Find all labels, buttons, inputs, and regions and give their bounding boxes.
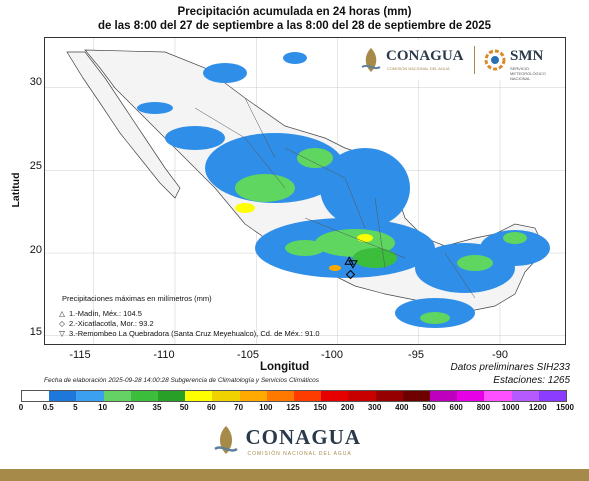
color-scale-label: 5 xyxy=(73,403,78,412)
conagua-logo-icon xyxy=(361,48,381,72)
logos-header: CONAGUA COMISIÓN NACIONAL DEL AGUA SMN S… xyxy=(354,40,559,81)
color-scale-label: 300 xyxy=(367,403,382,412)
conagua-emblem-icon xyxy=(213,426,238,454)
color-scale-label: 0.5 xyxy=(42,403,54,412)
conagua-sub-small: COMISIÓN NACIONAL DEL AGUA xyxy=(387,66,450,71)
color-scale-swatch xyxy=(348,391,376,401)
color-scale-label: 0 xyxy=(18,403,24,412)
legend-item-text: 2.-Xicatlacotla, Mor.: 93.2 xyxy=(69,319,154,328)
color-scale-swatch xyxy=(375,391,403,401)
legend-item: ◇ 2.-Xicatlacotla, Mor.: 93.2 xyxy=(58,319,320,329)
precip-areas xyxy=(137,52,550,328)
color-scale-swatch xyxy=(402,391,431,401)
xtick-110: -110 xyxy=(153,349,175,361)
xtick-115: -115 xyxy=(69,349,91,361)
color-scale-label: 35 xyxy=(152,403,162,412)
color-scale-swatch xyxy=(130,391,159,401)
color-scale-label: 1500 xyxy=(556,403,574,412)
map-title: Precipitación acumulada en 24 horas (mm) xyxy=(177,6,412,18)
color-scale-label: 100 xyxy=(259,403,273,412)
state-borders xyxy=(194,97,476,299)
color-scale-label: 50 xyxy=(179,403,189,412)
conagua-logo-main: CONAGUA COMISIÓN NACIONAL DEL AGUA xyxy=(0,422,589,467)
legend-item-text: 3.-Remombeo La Quebradora (Santa Cruz Me… xyxy=(69,329,320,338)
color-scale-label: 20 xyxy=(125,403,135,412)
datos-preliminares: Datos preliminares SIH233 xyxy=(450,362,571,373)
smn-sub: SERVICIO METEOROLÓGICO NACIONAL xyxy=(510,66,546,81)
station-markers xyxy=(344,256,358,280)
color-scale-swatch xyxy=(185,391,213,401)
conagua-sub-large: COMISIÓN NACIONAL DEL AGUA xyxy=(247,451,352,457)
ytick-25: 25 xyxy=(29,160,42,172)
color-scale-labels: 0 0.5 5 10 20 35 50 60 70 100 125 150 200 300 400 500 60… xyxy=(18,403,574,415)
color-scale-swatch xyxy=(321,391,349,401)
color-scale-swatch xyxy=(294,391,322,401)
footer-bar xyxy=(0,469,589,481)
color-scale-label: 125 xyxy=(286,403,300,412)
color-scale-swatch xyxy=(266,391,295,401)
xtick-90: -90 xyxy=(492,349,508,361)
color-scale-swatch xyxy=(103,391,131,401)
ytick-20: 20 xyxy=(29,244,42,256)
color-scale-swatch xyxy=(158,391,186,401)
color-scale-swatch xyxy=(76,391,104,401)
station-marker-3 xyxy=(348,260,358,269)
ytick-30: 30 xyxy=(29,76,42,88)
x-axis-label: Longitud xyxy=(260,361,310,373)
color-scale-swatch xyxy=(212,391,240,401)
xtick-95: -95 xyxy=(408,349,424,361)
color-scale-label: 1000 xyxy=(501,403,520,412)
color-scale-swatch xyxy=(484,391,512,401)
color-scale-swatch xyxy=(457,391,485,401)
color-scale-label: 600 xyxy=(449,403,463,412)
color-scale-swatch xyxy=(49,391,77,401)
xtick-105: -105 xyxy=(236,349,260,361)
precipitation-map xyxy=(45,38,565,344)
color-scale-swatch xyxy=(239,391,267,401)
color-scale-label: 800 xyxy=(476,403,491,412)
xtick-100: -100 xyxy=(320,349,344,361)
conagua-brand-large: CONAGUA xyxy=(245,425,361,449)
color-scale-label: 10 xyxy=(98,403,108,412)
color-scale-bar xyxy=(21,390,567,402)
y-axis-label: Latitud xyxy=(10,172,22,208)
fecha-elaboracion: Fecha de elaboración 2025-09-28 14:00:28… xyxy=(44,377,319,384)
color-scale-label: 150 xyxy=(313,403,327,412)
logo-divider xyxy=(474,46,475,74)
diamond-icon: ◇ xyxy=(59,319,65,328)
conagua-brand-small: CONAGUA xyxy=(386,48,464,64)
baja-california xyxy=(66,51,181,199)
color-scale-swatch xyxy=(538,391,567,401)
color-scale-label: 60 xyxy=(206,403,216,412)
color-scale-swatch xyxy=(430,391,458,401)
triangle-down-icon: ▽ xyxy=(59,329,65,338)
map-subtitle: de las 8:00 del 27 de septiembre a las 8… xyxy=(97,20,492,32)
ytick-15: 15 xyxy=(29,326,42,338)
legend-item: ▽ 3.-Remombeo La Quebradora (Santa Cruz M… xyxy=(58,329,320,339)
max-precip-legend: Precipitaciones máximas en milímetros (m… xyxy=(58,294,320,339)
triangle-up-icon: △ xyxy=(59,309,65,318)
map-frame xyxy=(44,37,566,345)
color-scale-label: 1200 xyxy=(528,403,547,412)
color-scale-label: 200 xyxy=(340,403,355,412)
color-scale-label: 70 xyxy=(234,403,244,412)
station-marker-2 xyxy=(345,269,356,280)
legend-title: Precipitaciones máximas en milímetros (m… xyxy=(62,294,212,303)
legend-item-text: 1.-Madín, Méx.: 104.5 xyxy=(69,309,142,318)
color-scale-swatch xyxy=(22,391,50,401)
color-scale-label: 400 xyxy=(395,403,409,412)
legend-item: △ 1.-Madín, Méx.: 104.5 xyxy=(58,309,320,319)
color-scale-swatch xyxy=(511,391,539,401)
color-scale-label: 500 xyxy=(422,403,436,412)
smn-logo-icon xyxy=(484,49,506,71)
estaciones-count: Estaciones: 1265 xyxy=(493,375,570,386)
smn-brand: SMN xyxy=(510,48,544,64)
